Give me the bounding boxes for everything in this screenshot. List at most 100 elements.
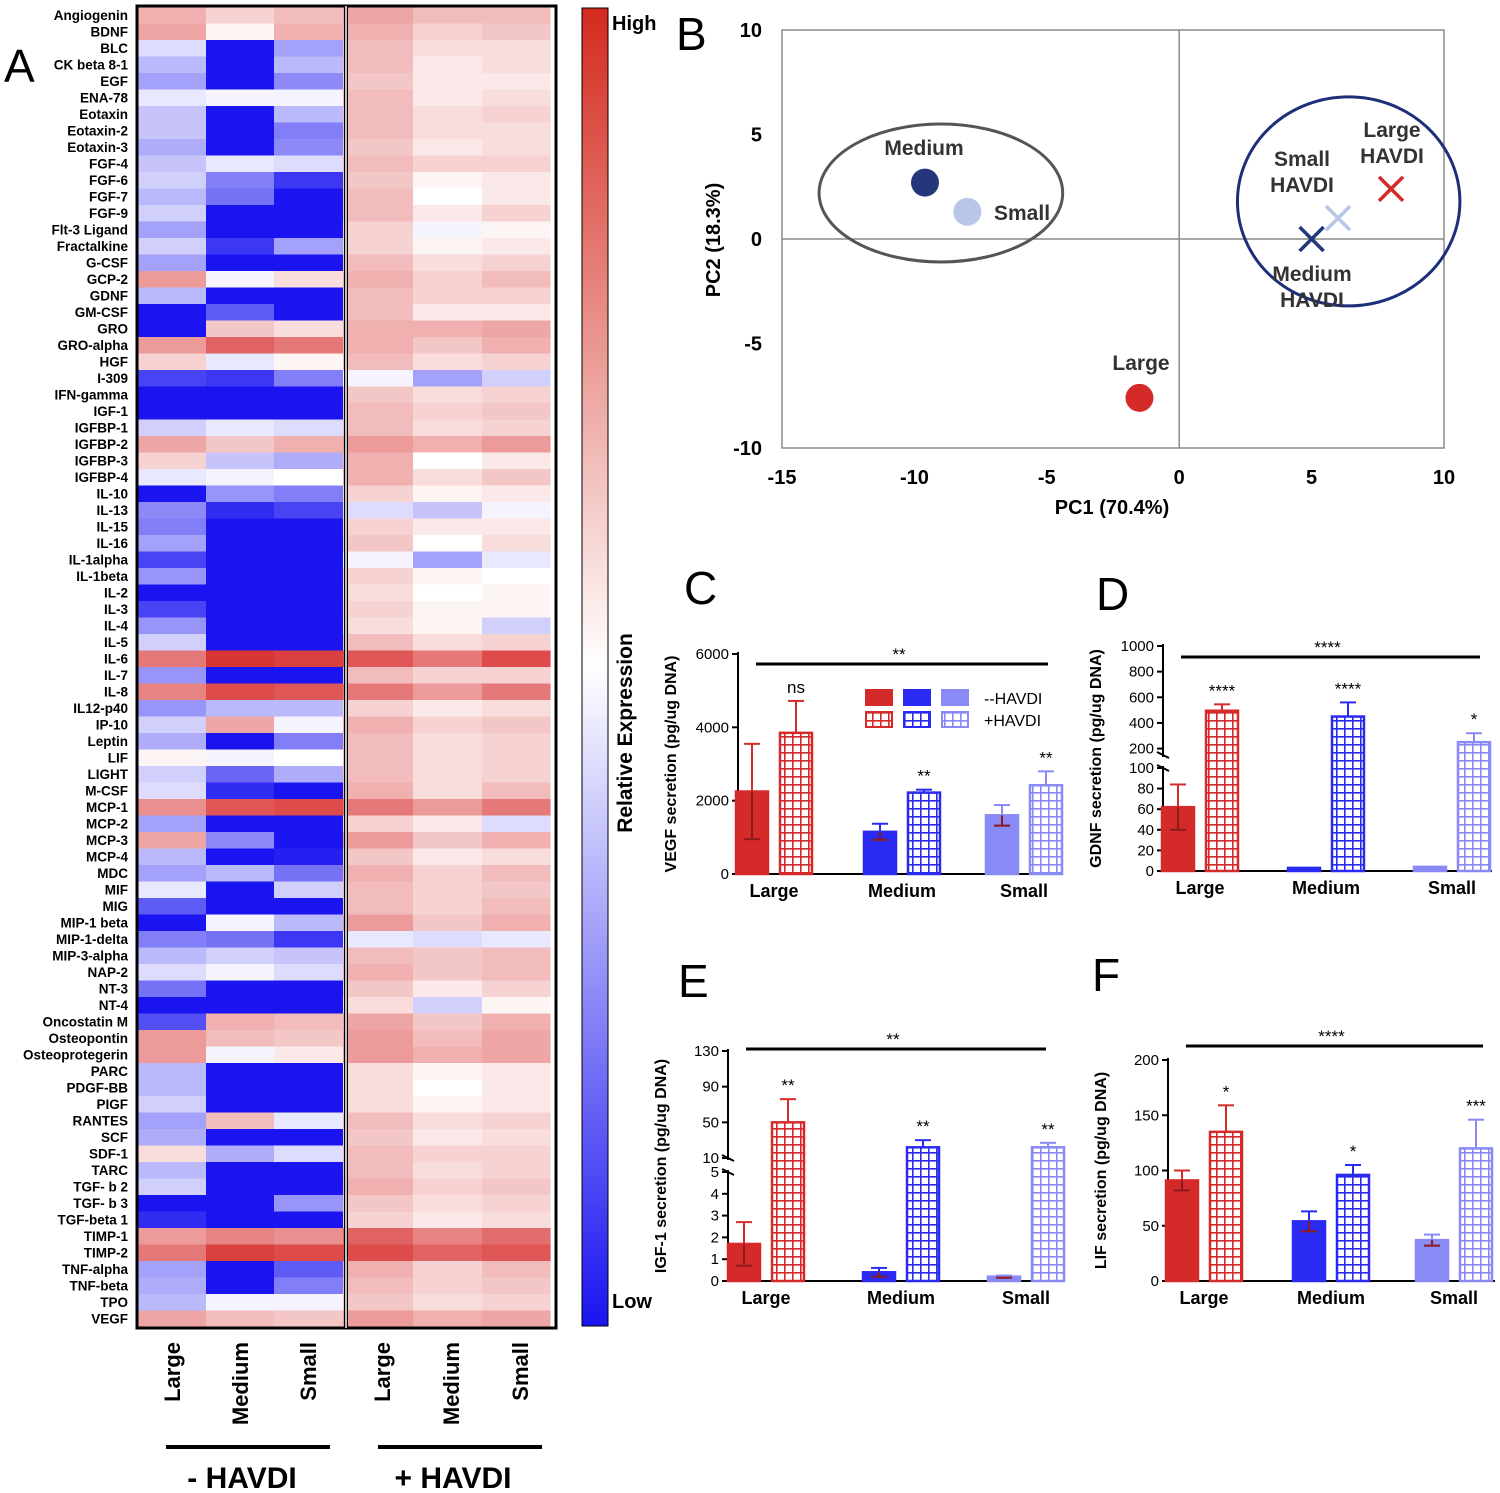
heatmap-cell — [206, 73, 275, 91]
heatmap-cell — [138, 1013, 207, 1031]
heatmap-cell — [343, 1046, 414, 1064]
heatmap-cell — [413, 634, 483, 652]
heatmap-cell — [413, 832, 483, 850]
heatmap-cell — [482, 1211, 551, 1229]
heatmap-cell — [138, 1129, 207, 1147]
heatmap-row-label: IL-7 — [104, 668, 128, 683]
heatmap-row-label: GDNF — [90, 288, 128, 303]
heatmap-row-label: MCP-3 — [86, 833, 128, 848]
heatmap-cell — [274, 1178, 344, 1196]
heatmap-cell — [343, 1310, 414, 1328]
heatmap-cell — [343, 205, 414, 223]
heatmap-cell — [206, 469, 275, 487]
heatmap-cell — [274, 155, 344, 173]
heatmap-cell — [206, 353, 275, 371]
heatmap-cell — [274, 980, 344, 998]
significance-label: ** — [916, 1117, 930, 1136]
heatmap-cell — [343, 815, 414, 833]
heatmap-row-label: VEGF — [91, 1311, 128, 1326]
heatmap-row-label: TGF-beta 1 — [57, 1212, 128, 1227]
heatmap-cell — [413, 1129, 483, 1147]
heatmap-row-label: TGF- b 3 — [73, 1196, 128, 1211]
bar-treated — [1456, 740, 1492, 873]
bar-ylabel: VEGF secretion (pg/ug DNA) — [663, 656, 680, 873]
heatmap-row-label: LIGHT — [88, 767, 129, 782]
significance-label: **** — [1335, 679, 1362, 698]
heatmap-cell — [138, 551, 207, 569]
bar-category-label: Small — [1430, 1288, 1478, 1308]
heatmap-cell — [274, 452, 344, 470]
heatmap-cell — [138, 1310, 207, 1328]
legend-label: --HAVDI — [984, 691, 1042, 708]
heatmap-cell — [206, 980, 275, 998]
heatmap-cell — [138, 1195, 207, 1213]
significance-label: *** — [1466, 1097, 1486, 1116]
heatmap-cell — [274, 23, 344, 41]
heatmap-cell — [274, 1145, 344, 1163]
heatmap-cell — [482, 238, 551, 256]
colorbar-title: Relative Expression — [614, 633, 637, 833]
heatmap-cell — [343, 667, 414, 685]
heatmap-row-label: FGF-6 — [89, 173, 128, 188]
heatmap-cell — [482, 683, 551, 701]
heatmap-cell — [482, 56, 551, 74]
heatmap-cell — [274, 1013, 344, 1031]
bar-ytick-label: 90 — [702, 1079, 719, 1096]
heatmap-cell — [206, 1030, 275, 1048]
heatmap-cell — [138, 848, 207, 866]
bar-treated — [1030, 1146, 1066, 1283]
heatmap-cell — [343, 551, 414, 569]
panel-label-b: B — [676, 8, 707, 60]
legend-swatch-untreated — [865, 689, 893, 706]
heatmap-cell — [206, 815, 275, 833]
heatmap-cell — [413, 848, 483, 866]
heatmap-row-label: TNF-alpha — [62, 1262, 128, 1277]
heatmap-cell — [138, 799, 207, 817]
heatmap-cell — [413, 1178, 483, 1196]
bar-ytick-label: 0 — [1151, 1273, 1159, 1290]
pca-point — [953, 197, 982, 226]
heatmap-cell — [413, 436, 483, 454]
overall-significance-label: **** — [1314, 638, 1341, 657]
heatmap-cell — [343, 485, 414, 503]
heatmap-cell — [482, 89, 551, 107]
heatmap-cell — [138, 898, 207, 916]
heatmap-row-label: Eotaxin — [79, 107, 128, 122]
heatmap-column-label: Medium — [439, 1342, 464, 1425]
heatmap-cell — [274, 914, 344, 932]
bar-panel-c: C VEGF secretion (pg/ug DNA) 0 2000 4000 6000… — [663, 562, 1064, 901]
heatmap-cell — [206, 568, 275, 586]
heatmap-cell — [482, 749, 551, 767]
heatmap-cell — [343, 337, 414, 355]
heatmap-row-label: I-309 — [97, 371, 128, 386]
heatmap-cell — [482, 1079, 551, 1097]
heatmap-cell — [138, 1096, 207, 1114]
heatmap-row-label: MCP-1 — [86, 800, 128, 815]
heatmap-row-label: CK beta 8-1 — [54, 57, 129, 72]
legend-swatch-untreated — [903, 689, 931, 706]
heatmap-cell — [274, 997, 344, 1015]
pca-point-label: Large — [1363, 119, 1420, 142]
axis-break-gap — [727, 1160, 729, 1170]
heatmap-cell — [482, 551, 551, 569]
heatmap-cell — [482, 1096, 551, 1114]
heatmap-cell — [482, 155, 551, 173]
heatmap-row-label: Eotaxin-3 — [67, 140, 128, 155]
heatmap-cell — [138, 7, 207, 25]
heatmap-row-label: IGFBP-2 — [75, 437, 128, 452]
pca-cross-marker — [1298, 225, 1325, 253]
heatmap-cell — [343, 1211, 414, 1229]
pca-ytick-label: 10 — [740, 20, 762, 42]
heatmap-cell — [482, 650, 551, 668]
heatmap-cell — [413, 1294, 483, 1312]
heatmap-row-label: TIMP-2 — [84, 1245, 128, 1260]
heatmap-cell — [138, 667, 207, 685]
heatmap-cell — [274, 716, 344, 734]
heatmap-cell — [482, 403, 551, 421]
heatmap-cell — [482, 1310, 551, 1328]
heatmap-row-label: G-CSF — [86, 255, 128, 270]
heatmap-cell — [343, 799, 414, 817]
heatmap-cell — [206, 700, 275, 718]
legend-swatch-untreated — [941, 689, 969, 706]
heatmap-cell — [274, 1096, 344, 1114]
